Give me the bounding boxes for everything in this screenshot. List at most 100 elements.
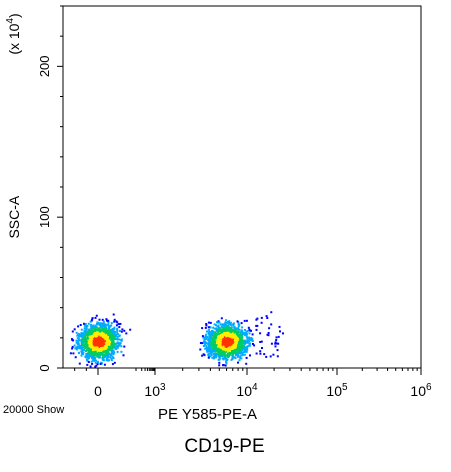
event-dot [116, 350, 119, 353]
event-dot [115, 345, 118, 348]
event-dot [207, 326, 210, 329]
event-dot [103, 329, 106, 332]
event-dot [93, 332, 96, 335]
event-dot [88, 357, 91, 360]
event-dot [223, 340, 226, 343]
event-dot [116, 346, 119, 349]
event-dot [225, 354, 227, 357]
event-dot [114, 338, 117, 340]
event-dot [98, 346, 101, 348]
event-dot [111, 336, 114, 338]
event-dot [205, 338, 208, 340]
event-dot [260, 316, 263, 319]
event-dot [217, 324, 220, 327]
event-dot [235, 349, 238, 352]
event-dot [217, 336, 220, 339]
event-dot [277, 335, 280, 338]
event-dot [259, 350, 262, 353]
event-dot [114, 331, 116, 334]
event-dot [113, 320, 116, 323]
y-tick-label: 100 [37, 206, 52, 228]
event-dot [267, 332, 270, 334]
event-dot [85, 328, 88, 331]
event-dot [108, 344, 111, 347]
event-dot [255, 352, 258, 355]
event-dot [204, 336, 206, 339]
event-dot [207, 352, 210, 355]
event-dot [232, 346, 234, 349]
event-dot [97, 355, 100, 358]
event-dot [113, 326, 116, 329]
event-dot [239, 338, 242, 341]
event-dot [105, 328, 108, 330]
event-dot [222, 350, 225, 353]
event-dot [77, 342, 80, 344]
event-dot [116, 344, 119, 347]
event-dot [226, 349, 229, 352]
event-dot [220, 337, 223, 340]
event-dot [263, 353, 266, 356]
event-dot [92, 346, 95, 348]
event-dot [218, 355, 221, 358]
event-dot [113, 343, 116, 345]
event-dot [268, 327, 271, 330]
event-dot [240, 344, 243, 347]
event-dot [107, 336, 109, 339]
event-dot [120, 330, 123, 333]
event-dot [232, 348, 235, 350]
event-dot [234, 350, 237, 353]
event-dot [256, 317, 259, 320]
event-dot [118, 342, 121, 345]
event-dot [209, 345, 211, 348]
event-dot [237, 334, 240, 337]
event-dot [274, 345, 277, 348]
event-dot [214, 343, 217, 346]
event-dot [248, 344, 251, 347]
event-dot [107, 359, 110, 362]
event-dot [266, 317, 269, 319]
event-dot [82, 340, 85, 343]
event-dot [99, 335, 102, 338]
event-dot [88, 345, 91, 347]
event-dot [99, 325, 102, 328]
event-dot [101, 348, 104, 351]
event-dot [116, 321, 119, 324]
event-dot [107, 333, 110, 336]
data-points [69, 311, 284, 368]
event-dot [94, 316, 97, 319]
y-tick-label: 200 [37, 55, 52, 77]
event-dot [215, 352, 217, 355]
event-dot [107, 321, 110, 324]
event-dot [115, 334, 118, 337]
event-dot [269, 355, 272, 358]
event-dot [203, 339, 206, 341]
event-dot [104, 351, 107, 354]
event-dot [278, 325, 281, 328]
event-dot [223, 357, 226, 360]
event-dot [236, 331, 239, 334]
event-dot [84, 343, 87, 346]
event-dot [216, 321, 219, 324]
event-dot [89, 346, 92, 349]
event-dot [85, 331, 88, 334]
x-tick-label: 106 [410, 382, 432, 399]
event-dot [94, 347, 97, 350]
event-dot [86, 325, 89, 327]
event-dot [214, 354, 217, 357]
event-dot [110, 359, 113, 362]
event-dot [215, 336, 218, 338]
event-dot [113, 318, 116, 321]
event-dot [115, 347, 118, 350]
event-dot [215, 344, 218, 347]
event-dot [227, 324, 230, 327]
event-dot [207, 332, 210, 335]
event-dot [98, 327, 101, 330]
event-dot [74, 347, 77, 350]
event-dot [237, 344, 240, 347]
event-dot [230, 324, 233, 327]
event-dot [245, 331, 248, 334]
event-dot [214, 337, 217, 340]
event-dot [210, 354, 213, 357]
event-dot [103, 336, 106, 339]
event-dot [89, 324, 92, 327]
